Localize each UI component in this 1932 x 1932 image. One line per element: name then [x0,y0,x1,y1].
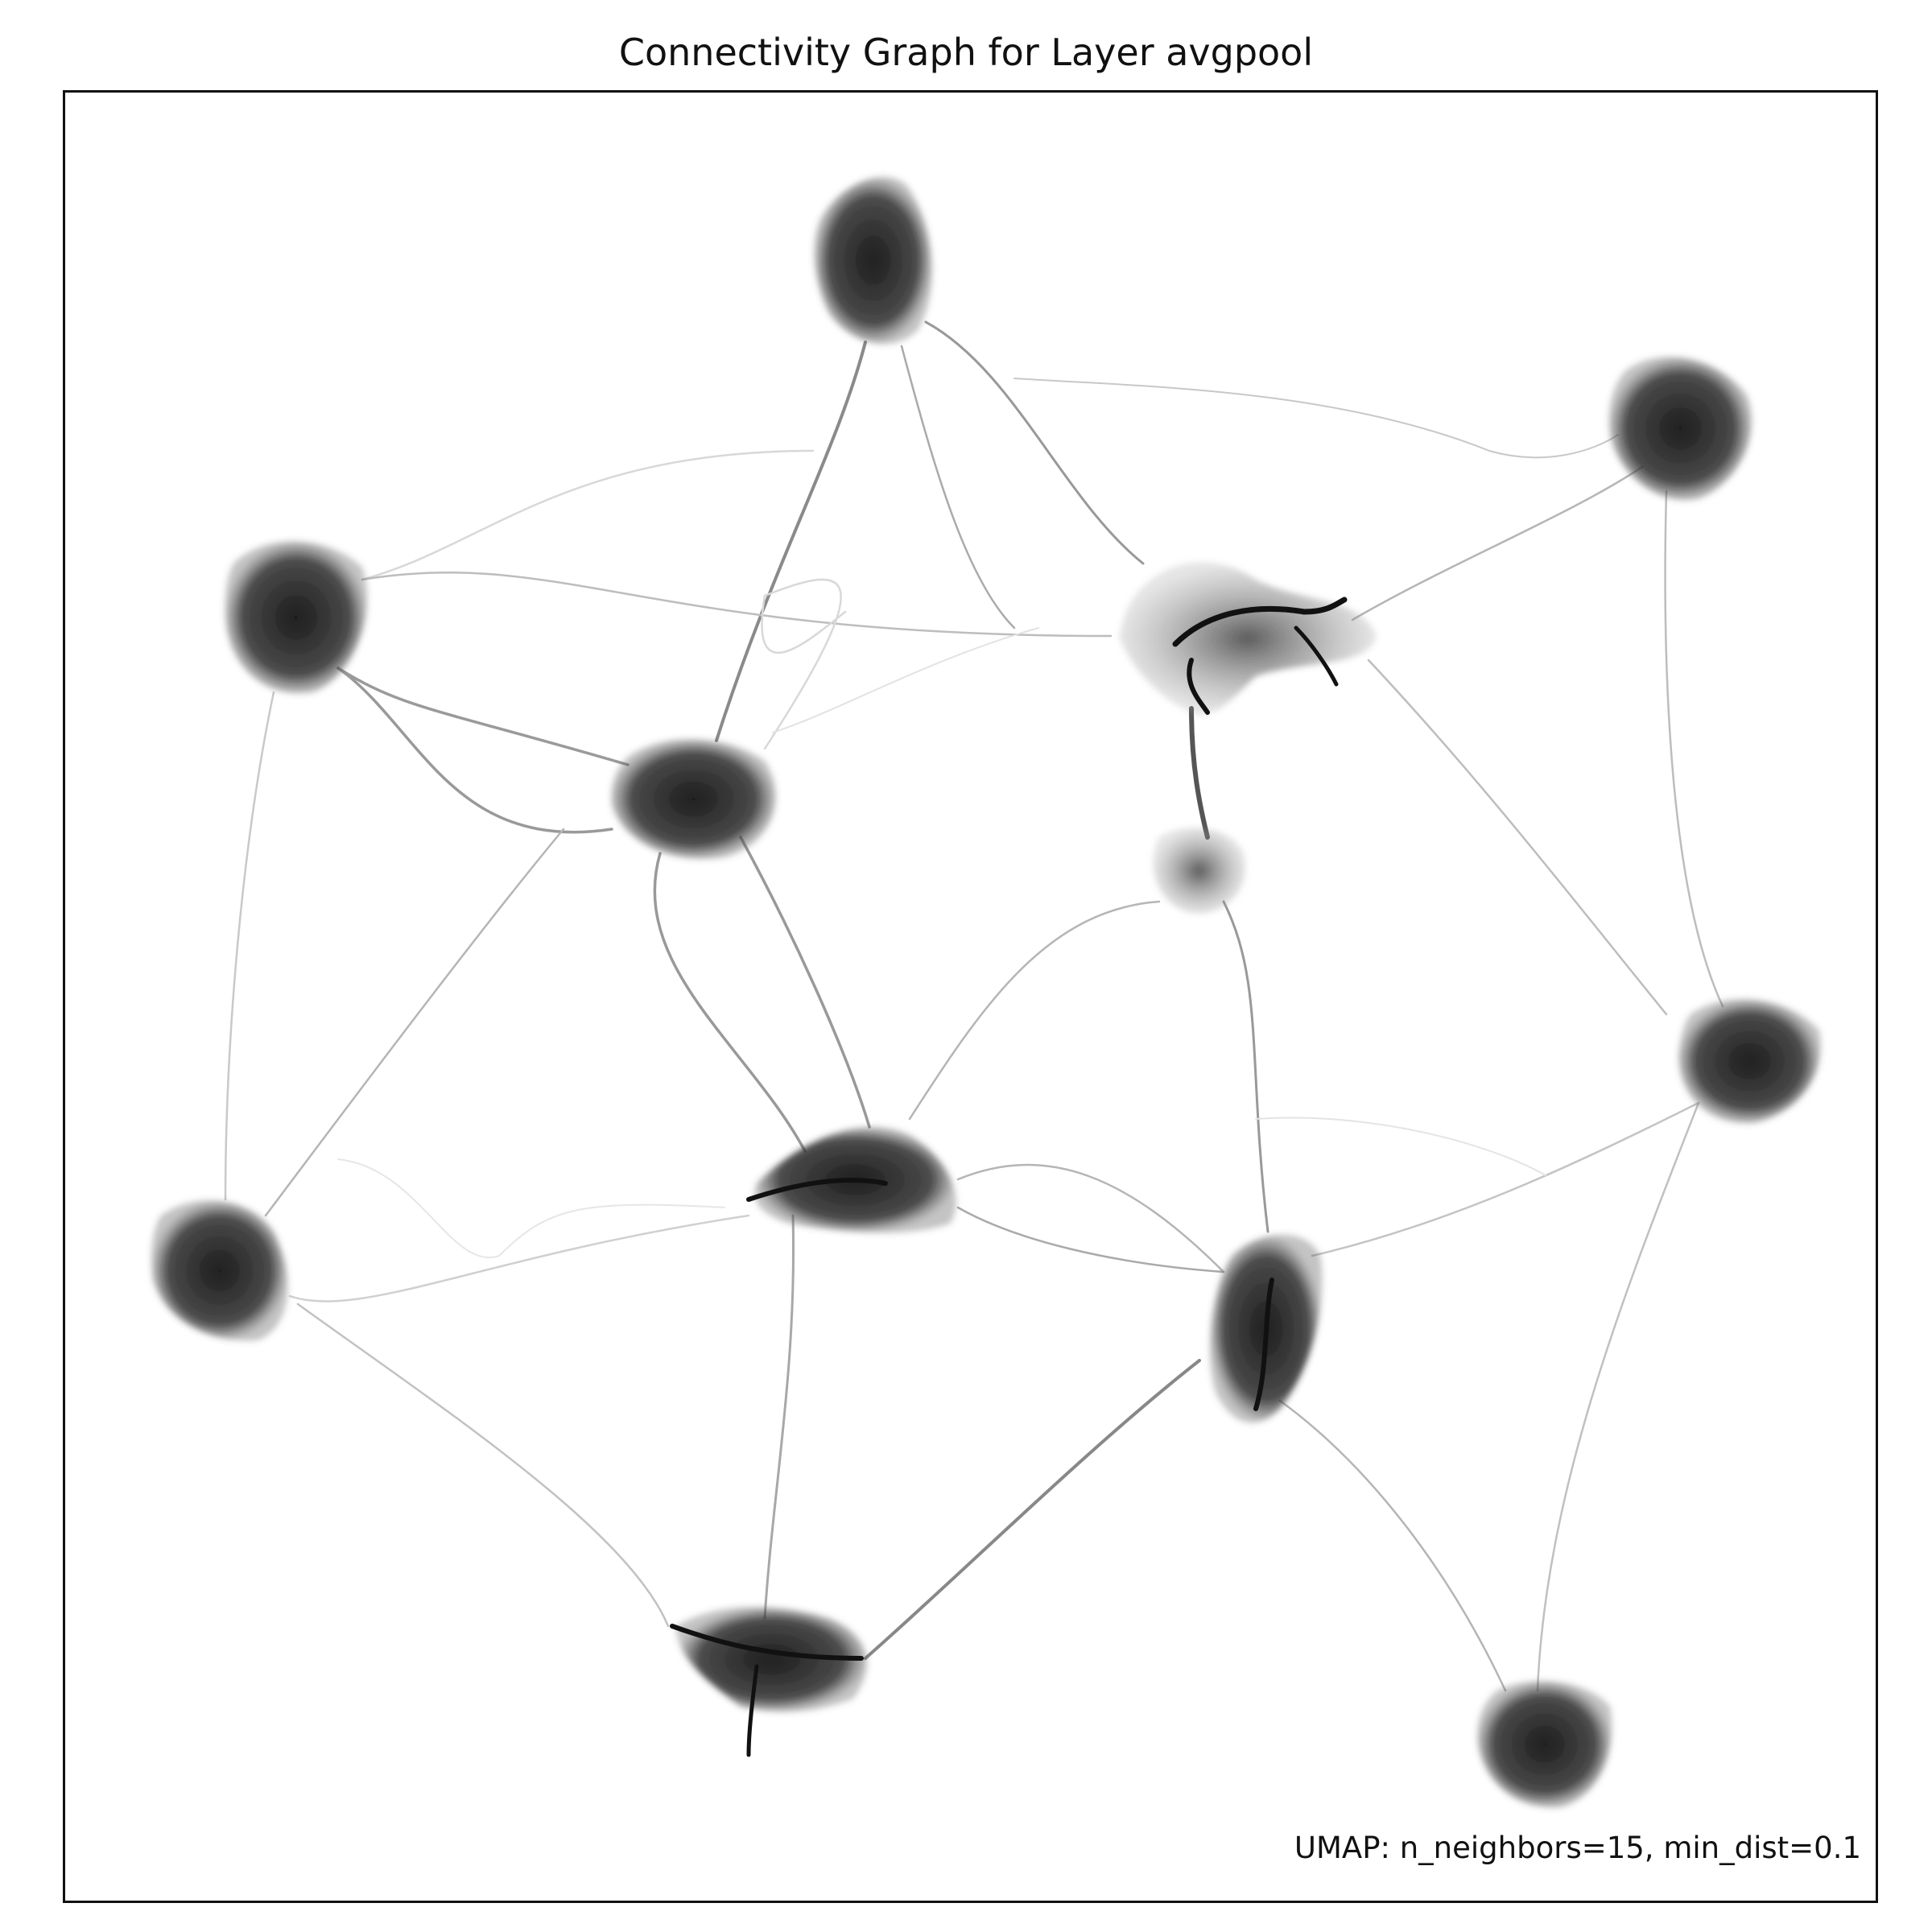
cluster-node [151,1200,288,1341]
edge [361,449,815,581]
edge [336,667,613,834]
cluster-node [1678,999,1821,1124]
dense-core-strands [670,597,1348,1757]
edge [1189,706,1210,840]
edge [1351,465,1644,621]
cluster-node [611,739,776,860]
strand [746,1178,888,1202]
strand [746,1664,759,1757]
edge [739,836,871,1129]
edge [1664,489,1724,1008]
plot-frame [63,90,1878,1903]
edge [772,627,1039,733]
edge [296,1302,670,1628]
chart-title: Connectivity Graph for Layer avgpool [618,31,1314,74]
edge [1536,1101,1700,1692]
edge [224,691,275,1201]
edge [1255,1117,1546,1176]
cluster-node [676,1607,867,1712]
edge [956,1163,1225,1274]
edge [1278,1399,1507,1692]
edge [1222,900,1269,1233]
edge [763,1214,795,1620]
edge [956,1206,1225,1274]
edge [337,1158,725,1258]
edge [864,1359,1201,1660]
cluster-node [1153,828,1246,914]
edge [361,571,1113,638]
edge [288,1214,750,1302]
edge [715,341,867,742]
cluster-node [1608,357,1752,501]
strand [1294,625,1339,687]
edge [653,852,807,1153]
edge [761,578,847,750]
cluster-node [225,541,368,694]
cluster-node [814,176,933,345]
edge [336,667,630,766]
edges [224,320,1724,1692]
strand [1187,658,1210,715]
cluster-node [1477,1681,1612,1808]
edge [1013,378,1619,459]
clusters [151,176,1821,1808]
cluster-node [1119,562,1377,715]
edge [924,320,1145,565]
strand [1253,1278,1274,1411]
edge [908,900,1161,1121]
strand [670,1624,864,1661]
edge [264,828,565,1217]
edge [1367,658,1668,1016]
strand [1172,597,1348,647]
edge [900,345,1016,630]
edge [1311,1101,1700,1257]
umap-parameters: UMAP: n_neighbors=15, min_dist=0.1 [1294,1831,1861,1865]
